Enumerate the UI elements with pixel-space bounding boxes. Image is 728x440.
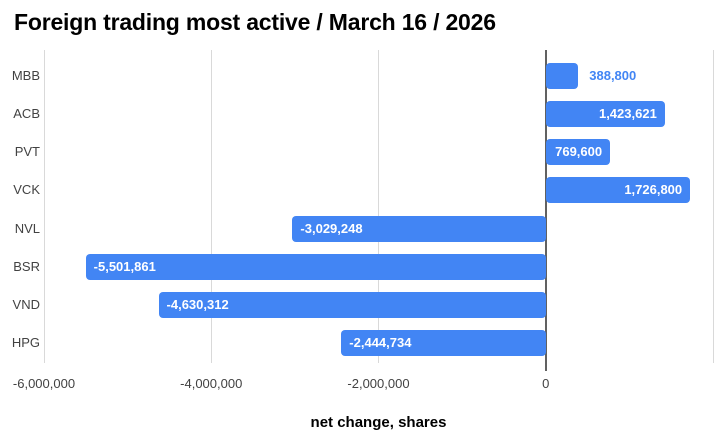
y-axis-label-VCK: VCK (13, 182, 40, 198)
x-axis-tick-label: -4,000,000 (180, 376, 243, 391)
y-axis-label-HPG: HPG (11, 334, 40, 350)
chart-title: Foreign trading most active / March 16 /… (14, 9, 496, 35)
bar-value-label-HPG: -2,444,734 (349, 334, 412, 350)
bar-HPG (341, 329, 546, 356)
bar-value-label-ACB: 1,423,621 (598, 106, 657, 122)
bar-VCK (545, 177, 691, 204)
bar-MBB (545, 63, 579, 89)
y-axis-label-PVT: PVT (14, 144, 40, 160)
bar-PVT (545, 139, 611, 166)
x-axis-title: net change, shares (310, 414, 447, 431)
bar-value-label-BSR: -5,501,861 (93, 258, 156, 274)
x-axis-tick-label: -6,000,000 (12, 376, 76, 391)
zero-axis-line (544, 50, 547, 371)
y-axis-label-NVL: NVL (14, 220, 40, 236)
bar-value-label-MBB: 388,800 (589, 68, 637, 83)
x-axis-tick-label: 0 (542, 376, 550, 391)
gridline (378, 50, 379, 363)
y-axis-label-ACB: ACB (13, 106, 40, 122)
bar-value-label-VCK: 1,726,800 (624, 182, 683, 198)
gridline (43, 50, 45, 363)
bar-value-label-PVT: 769,600 (555, 144, 603, 160)
x-axis-tick-label: -2,000,000 (347, 376, 410, 391)
y-axis-label-BSR: BSR (13, 258, 40, 274)
gridline (210, 50, 212, 363)
bar-NVL (292, 215, 546, 242)
bar-VND (158, 291, 546, 318)
y-axis-label-MBB: MBB (11, 68, 40, 83)
y-axis-label-VND: VND (12, 296, 40, 312)
bar-value-label-VND: -4,630,312 (166, 296, 229, 312)
bar-BSR (85, 253, 546, 280)
bar-ACB (545, 101, 665, 128)
gridline (712, 50, 714, 363)
bar-value-label-NVL: -3,029,248 (300, 220, 363, 236)
